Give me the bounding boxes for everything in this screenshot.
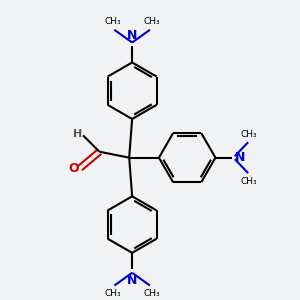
- Text: N: N: [235, 151, 245, 164]
- Text: CH₃: CH₃: [240, 130, 257, 139]
- Text: CH₃: CH₃: [143, 17, 160, 26]
- Text: CH₃: CH₃: [104, 289, 121, 298]
- Text: O: O: [69, 162, 80, 175]
- Text: H: H: [73, 129, 82, 139]
- Text: CH₃: CH₃: [143, 289, 160, 298]
- Text: N: N: [127, 274, 137, 287]
- Text: CH₃: CH₃: [240, 177, 257, 186]
- Text: CH₃: CH₃: [104, 17, 121, 26]
- Text: N: N: [127, 28, 137, 42]
